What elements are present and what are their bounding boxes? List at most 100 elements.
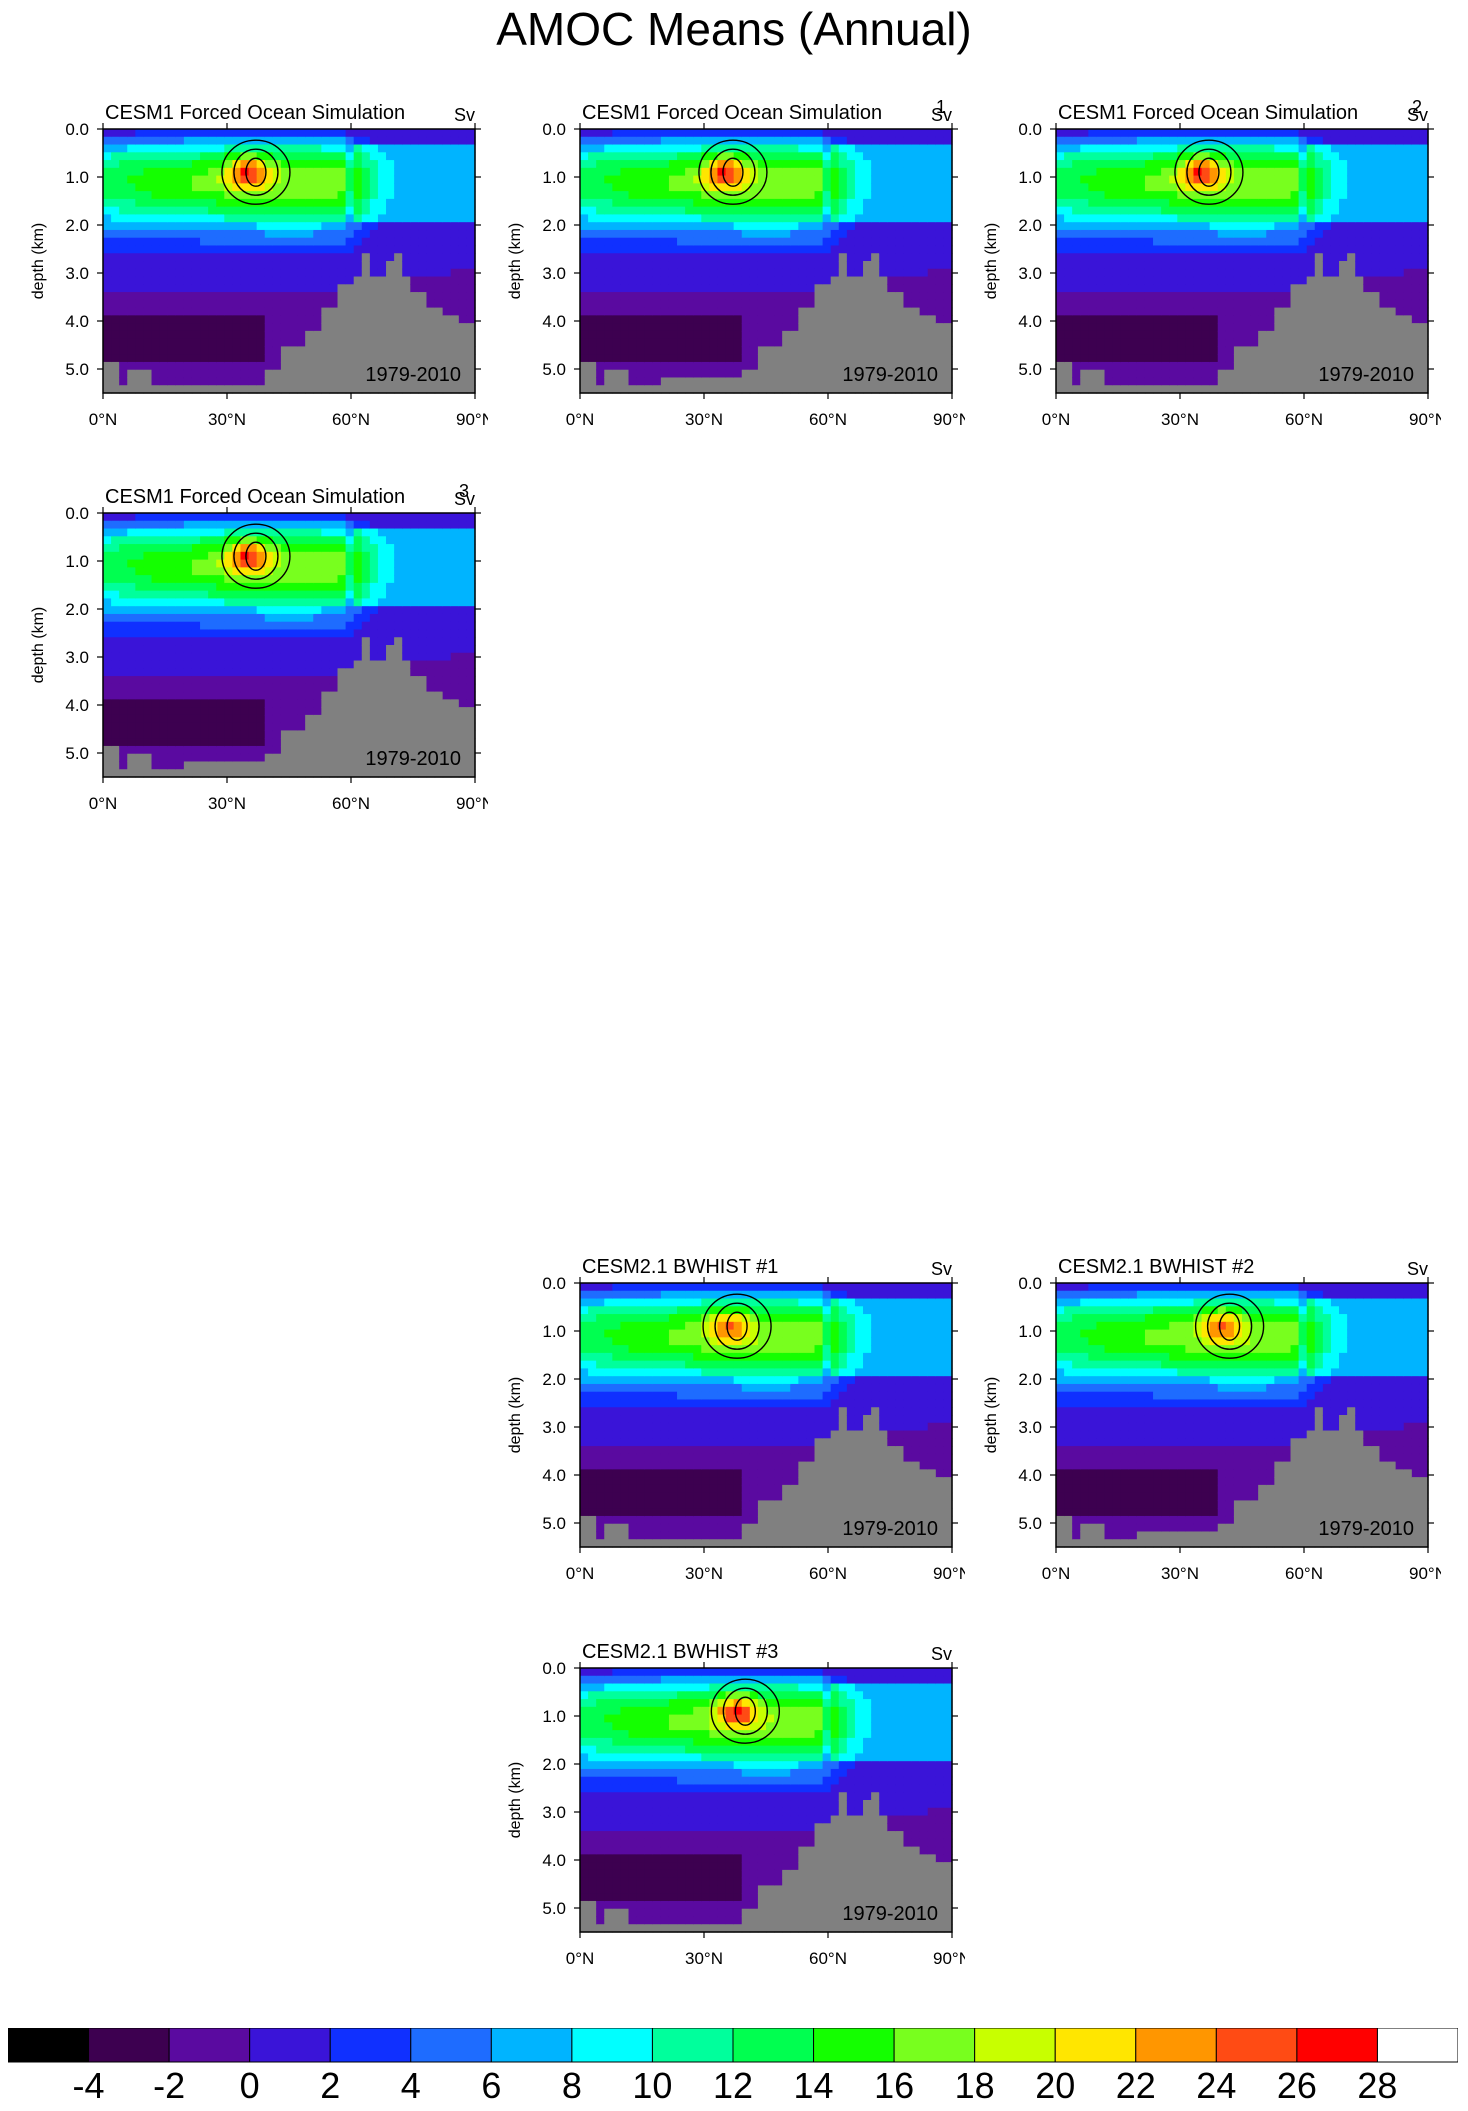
land-cell (289, 361, 298, 371)
field-cell (620, 276, 630, 285)
field-cell (701, 261, 710, 270)
land-cell (1153, 385, 1162, 394)
field-cell (1185, 245, 1195, 254)
land-cell (1403, 354, 1413, 363)
land-cell (1387, 323, 1397, 332)
field-cell (321, 129, 331, 138)
field-cell (596, 346, 605, 355)
field-cell (111, 276, 120, 285)
y-tick-label: 0.0 (1018, 120, 1042, 139)
land-cell (1339, 361, 1348, 371)
field-cell (127, 323, 136, 332)
field-cell (782, 323, 791, 332)
land-cell (741, 369, 751, 379)
field-cell (782, 175, 791, 184)
field-cell (943, 284, 953, 293)
land-cell (1371, 292, 1381, 301)
field-cell (806, 284, 816, 293)
land-cell (1290, 284, 1300, 293)
field-cell (143, 307, 153, 316)
field-cell (1330, 144, 1340, 153)
field-cell (143, 206, 153, 216)
land-cell (386, 346, 395, 355)
field-cell (1072, 183, 1081, 192)
land-cell (466, 369, 476, 379)
field-cell (604, 315, 613, 324)
field-cell (119, 369, 128, 379)
field-cell (798, 261, 808, 270)
land-cell (879, 323, 888, 332)
field-cell (191, 369, 201, 379)
field-cell (620, 214, 630, 223)
field-cell (1274, 175, 1284, 184)
field-cell (167, 152, 177, 161)
land-cell (1314, 315, 1324, 324)
field-cell (660, 330, 670, 340)
field-cell (1064, 237, 1073, 247)
field-cell (200, 191, 209, 200)
field-cell (1242, 152, 1251, 161)
land-cell (466, 385, 476, 394)
field-cell (119, 683, 128, 693)
field-cell (1153, 276, 1162, 285)
field-cell (143, 198, 153, 208)
field-cell (1193, 152, 1203, 161)
field-cell (353, 167, 363, 177)
y-tick-label: 4.0 (65, 312, 89, 331)
field-cell (1144, 346, 1154, 355)
field-cell (701, 183, 710, 192)
field-cell (1298, 214, 1308, 223)
field-cell (660, 369, 670, 379)
field-cell (677, 315, 686, 324)
land-cell (394, 299, 403, 309)
field-cell (232, 237, 242, 247)
field-cell (232, 276, 242, 285)
field-cell (1242, 191, 1251, 200)
land-cell (830, 385, 840, 394)
field-cell (305, 284, 314, 293)
field-cell (612, 229, 622, 239)
field-cell (693, 369, 702, 379)
field-cell (1144, 299, 1154, 309)
field-cell (1258, 175, 1267, 184)
field-cell (394, 175, 403, 184)
field-cell (321, 261, 331, 270)
land-cell (345, 377, 355, 386)
field-cell (1080, 245, 1089, 254)
field-cell (216, 129, 225, 138)
field-cell (685, 237, 694, 247)
field-cell (709, 229, 719, 239)
land-cell (1314, 354, 1324, 363)
field-cell (321, 268, 331, 278)
land-cell (183, 385, 193, 394)
field-cell (1363, 245, 1372, 254)
field-cell (895, 253, 905, 262)
field-cell (1371, 183, 1381, 192)
field-cell (895, 284, 905, 293)
field-cell (256, 292, 266, 301)
field-cell (1177, 323, 1186, 332)
field-cell (935, 222, 945, 231)
field-cell (903, 183, 913, 192)
field-cell (685, 229, 694, 239)
field-cell (790, 160, 799, 169)
field-cell (1217, 198, 1227, 208)
field-cell (1347, 191, 1356, 200)
field-cell (668, 299, 678, 309)
field-cell (305, 136, 314, 146)
field-cell (725, 183, 735, 192)
field-cell (871, 206, 880, 216)
land-cell (1363, 346, 1372, 355)
field-cell (660, 237, 670, 247)
field-cell (1282, 261, 1292, 270)
field-cell (693, 206, 702, 216)
field-cell (1217, 237, 1227, 247)
field-cell (200, 253, 209, 262)
field-cell (466, 261, 476, 270)
field-cell (208, 346, 217, 355)
land-cell (1387, 385, 1397, 394)
land-cell (1282, 346, 1292, 355)
land-cell (903, 323, 913, 332)
land-cell (814, 385, 824, 394)
field-cell (143, 237, 153, 247)
